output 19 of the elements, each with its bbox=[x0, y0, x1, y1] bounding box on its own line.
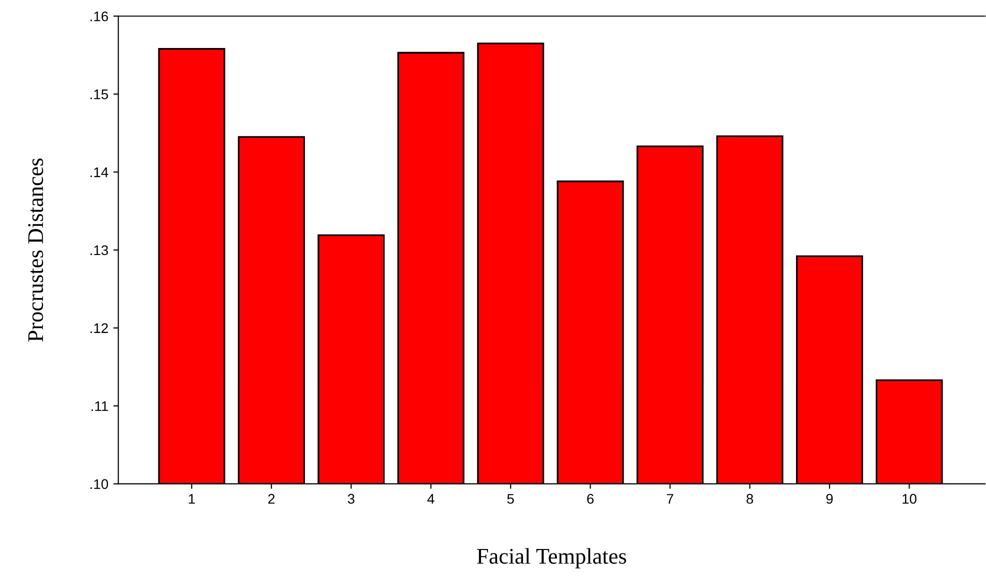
y-tick-label: .13 bbox=[90, 245, 108, 256]
x-tick-label: 9 bbox=[826, 494, 833, 504]
y-tick-label: .14 bbox=[90, 168, 108, 178]
x-tick-label: 6 bbox=[587, 494, 594, 504]
x-tick-label: 1 bbox=[188, 494, 195, 504]
y-tick-label: .11 bbox=[92, 401, 108, 411]
x-axis-title: Facial Templates bbox=[477, 548, 626, 568]
y-tick-label: .16 bbox=[90, 11, 108, 22]
y-tick-label: .10 bbox=[90, 479, 108, 490]
x-tick-label: 10 bbox=[902, 494, 916, 504]
x-tick-label: 5 bbox=[507, 494, 514, 504]
x-tick-label: 4 bbox=[427, 494, 434, 504]
y-axis-title: Procrustes Distances bbox=[28, 158, 44, 342]
x-tick-label: 3 bbox=[348, 494, 354, 504]
x-tick-label: 2 bbox=[268, 494, 275, 504]
x-tick-label: 7 bbox=[666, 494, 674, 504]
y-tick-label: .12 bbox=[90, 323, 108, 333]
x-tick-label: 8 bbox=[746, 494, 754, 504]
y-tick-label: .15 bbox=[90, 90, 108, 100]
